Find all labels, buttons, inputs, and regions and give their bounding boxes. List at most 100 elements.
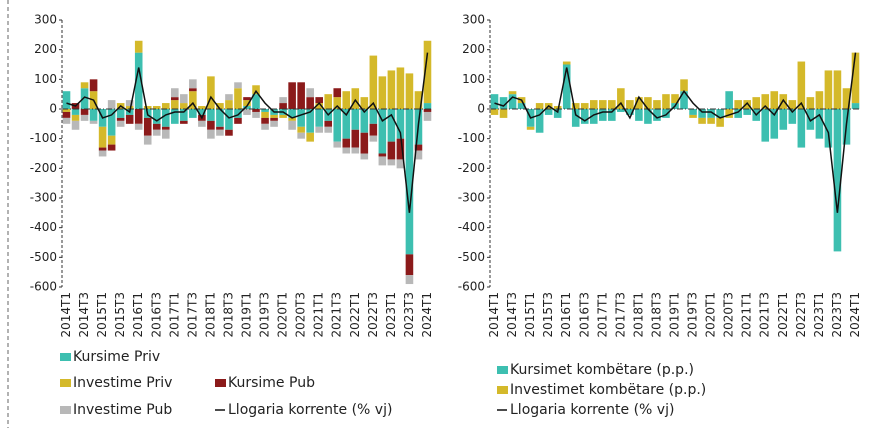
bar (544, 109, 553, 115)
x-tick-label: 2021T1 (312, 292, 326, 338)
bar (71, 114, 80, 121)
bar (207, 76, 215, 109)
bar (297, 82, 305, 109)
bar (797, 109, 806, 148)
bar (161, 103, 170, 109)
bar (833, 109, 842, 252)
bar (143, 106, 152, 109)
bar (405, 109, 414, 255)
x-tick-label: 2022T3 (794, 292, 808, 338)
bar (297, 126, 305, 133)
bar (414, 144, 423, 151)
bar (553, 106, 562, 109)
bar (279, 97, 287, 104)
legend-swatch (60, 353, 71, 361)
bar (152, 123, 161, 130)
x-tick-label: 2023T1 (812, 292, 826, 338)
bar (508, 91, 517, 95)
legend-swatch (215, 379, 226, 387)
bar (243, 97, 251, 101)
y-tick-label: 300 (462, 13, 485, 27)
x-tick-label: 2020T3 (294, 292, 308, 338)
bar (580, 109, 589, 124)
y-tick-label: 0 (49, 102, 57, 116)
x-tick-label: 2016T1 (131, 292, 145, 338)
bar (851, 103, 860, 109)
bar (234, 117, 242, 124)
y-tick-label: -600 (30, 280, 57, 294)
bar (116, 109, 125, 118)
bar (414, 91, 423, 109)
bar (608, 109, 616, 121)
bar (387, 109, 396, 142)
bar (761, 94, 770, 109)
bar (761, 109, 770, 142)
bar (324, 126, 333, 133)
bar (333, 109, 342, 142)
bar (351, 88, 360, 109)
legend-label: Investime Pub (73, 402, 172, 418)
bar (423, 40, 432, 104)
bar (71, 120, 80, 130)
bar (662, 94, 670, 109)
bar (734, 100, 742, 109)
bar (152, 129, 161, 136)
bar (405, 73, 414, 109)
bar (617, 88, 625, 109)
bar (243, 106, 251, 109)
bar (653, 100, 661, 109)
bar (680, 79, 688, 92)
bar (571, 103, 580, 109)
x-tick-label: 2024T1 (848, 292, 862, 338)
bar (270, 120, 278, 127)
bar (644, 97, 652, 109)
bar (116, 117, 125, 121)
bar (198, 106, 206, 109)
bar (279, 114, 287, 118)
bar (770, 109, 779, 139)
bar (161, 126, 170, 130)
bar (324, 120, 333, 127)
bar (189, 109, 197, 118)
bar (680, 91, 688, 109)
y-tick-label: -200 (458, 161, 485, 175)
bar (225, 129, 233, 136)
x-tick-label: 2024T1 (420, 292, 434, 338)
bar (180, 120, 188, 124)
bar (571, 109, 580, 127)
x-tick-label: 2015T1 (95, 292, 109, 338)
legend-label: Investimet kombëtare (p.p.) (510, 382, 706, 398)
y-tick-label: -300 (30, 191, 57, 205)
y-tick-label: -600 (458, 280, 485, 294)
bar (378, 76, 387, 109)
bar (62, 109, 71, 112)
bar (80, 82, 89, 89)
bar (288, 120, 296, 130)
bar (243, 109, 251, 115)
bar (134, 109, 143, 124)
bar (180, 103, 188, 109)
bar (824, 70, 833, 109)
bar (252, 85, 260, 95)
x-tick-label: 2018T1 (631, 292, 645, 338)
x-tick-label: 2023T1 (384, 292, 398, 338)
bar (333, 88, 342, 98)
bar (342, 109, 351, 139)
bar (134, 123, 143, 130)
bar (387, 159, 396, 166)
bar (351, 147, 360, 154)
bar (360, 153, 369, 160)
bar (252, 109, 260, 112)
bar (351, 109, 360, 130)
bar (752, 97, 761, 109)
x-tick-label: 2022T3 (366, 292, 380, 338)
bar (297, 109, 305, 127)
y-tick-label: 100 (462, 72, 485, 86)
bar (743, 109, 751, 115)
bar (297, 132, 305, 139)
bar (143, 135, 152, 145)
bar (171, 109, 179, 124)
bar (288, 109, 296, 118)
bar (653, 109, 661, 121)
